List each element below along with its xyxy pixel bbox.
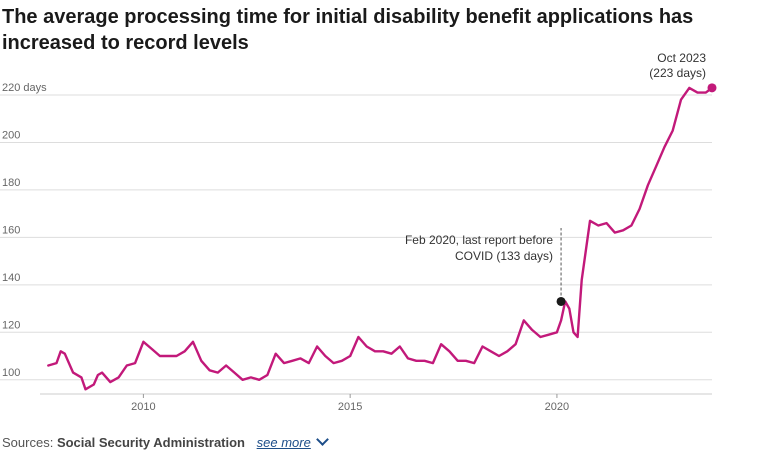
annotation-label: COVID (133 days) xyxy=(455,249,553,263)
chart-title: The average processing time for initial … xyxy=(2,6,694,54)
chevron-down-icon[interactable] xyxy=(315,433,329,446)
see-more-link[interactable]: see more xyxy=(256,435,311,450)
y-tick-label: 120 xyxy=(2,319,20,331)
x-tick-label: 2020 xyxy=(545,401,569,413)
source-name: Social Security Administration xyxy=(56,435,245,450)
series-layer xyxy=(47,86,714,391)
annotations: Feb 2020, last report before COVID (133 d… xyxy=(405,51,717,306)
y-tick-label: 100 xyxy=(2,367,20,379)
y-tick-label: 220 days xyxy=(2,82,47,94)
axis-labels: 100 120 140 160 180 200 220 days 2010 2015 2020 xyxy=(2,82,712,413)
endpoint-label: Oct 2023 xyxy=(657,51,706,65)
chart-footer: Sources: Social Security Administration … xyxy=(2,433,329,450)
series-line xyxy=(47,86,714,391)
y-tick-label: 140 xyxy=(2,272,20,284)
line-chart: 100 120 140 160 180 200 220 days 2010 2015 2020 F… xyxy=(0,51,717,413)
sources-prefix: Sources: xyxy=(2,435,54,450)
y-tick-label: 160 xyxy=(2,224,20,236)
x-tick-label: 2015 xyxy=(338,401,362,413)
annotation-label: Feb 2020, last report before xyxy=(405,233,553,247)
annotation-marker xyxy=(556,296,566,306)
x-tick-label: 2010 xyxy=(131,401,155,413)
endpoint-marker xyxy=(707,83,717,93)
gridlines xyxy=(0,94,712,381)
endpoint-label: (223 days) xyxy=(649,66,706,80)
y-tick-label: 200 xyxy=(2,129,20,141)
y-tick-label: 180 xyxy=(2,177,20,189)
